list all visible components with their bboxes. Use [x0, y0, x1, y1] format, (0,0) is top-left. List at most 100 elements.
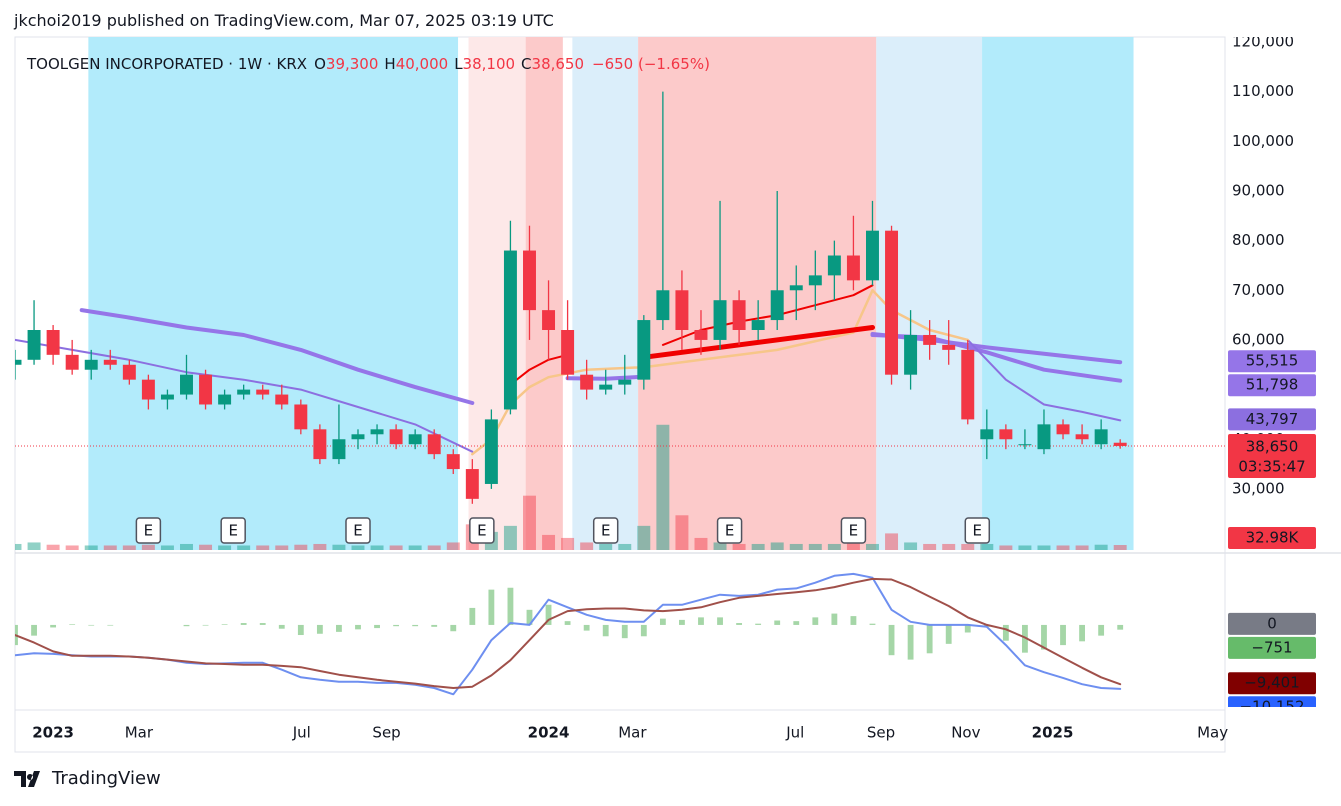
price-label: 51,798	[1246, 376, 1299, 394]
macd-histogram-bar	[679, 619, 685, 625]
macd-pane	[15, 572, 1124, 696]
candle-body	[789, 285, 803, 291]
candle-body	[503, 250, 517, 410]
candle-body	[84, 359, 98, 370]
volume-bar	[999, 545, 1013, 550]
volume-bar	[656, 424, 670, 550]
candle-body	[65, 354, 79, 370]
volume-bar	[561, 537, 575, 550]
x-tick-label: Mar	[125, 724, 154, 742]
candle-body	[904, 334, 918, 375]
volume-bar	[866, 543, 879, 550]
macd-histogram-bar	[1002, 624, 1009, 641]
x-tick-label: Mar	[618, 724, 647, 742]
macd-histogram-bar	[964, 624, 971, 633]
candle-body	[694, 330, 708, 340]
macd-histogram-bar	[621, 624, 628, 639]
volume-bar	[275, 545, 289, 550]
y-tick-label: 110,000	[1232, 82, 1294, 100]
volume-bar	[885, 533, 899, 550]
volume-bar	[370, 545, 384, 550]
candle-body	[1094, 429, 1108, 445]
macd-histogram-bar	[1060, 624, 1066, 646]
macd-histogram-bar	[945, 624, 952, 644]
candle-body	[751, 320, 765, 331]
candle-body	[656, 290, 670, 321]
macd-histogram-bar	[640, 624, 647, 637]
candle-body	[351, 434, 365, 440]
band	[88, 37, 459, 550]
volume-bar	[923, 543, 937, 550]
macd-histogram-bar	[50, 624, 57, 628]
signal-line	[15, 577, 1122, 689]
volume-bar	[1113, 545, 1127, 550]
macd-histogram-bar	[888, 624, 895, 656]
legend-key: O	[314, 55, 326, 73]
macd-histogram-bar	[88, 624, 95, 626]
volume-bar	[599, 543, 613, 550]
candle-body	[275, 394, 289, 405]
band	[572, 37, 639, 550]
earnings-marker	[220, 517, 246, 544]
earnings-marker	[716, 517, 743, 544]
macd-label-box	[1228, 672, 1316, 695]
earnings-label: E	[228, 522, 237, 540]
last-price-label: 38,650	[1246, 437, 1299, 455]
volume-bar	[751, 543, 765, 550]
macd-histogram-bar	[736, 623, 743, 625]
macd-histogram-bar	[869, 623, 876, 625]
x-tick-label: 2025	[1032, 724, 1074, 742]
price-label-box	[1228, 374, 1316, 397]
macd-histogram-bar	[545, 604, 552, 625]
candle-body	[580, 374, 594, 390]
macd-line	[15, 572, 1122, 696]
candle-body	[465, 469, 479, 499]
macd-histogram-bar	[564, 621, 571, 625]
candle-body	[332, 439, 346, 460]
band	[982, 37, 1134, 550]
last-price-label-box	[1228, 433, 1316, 478]
volume-bar	[351, 545, 365, 550]
macd-histogram-bar	[1022, 624, 1028, 653]
candle-body	[827, 255, 841, 276]
price-label: 43,797	[1246, 410, 1299, 428]
candle-body	[866, 230, 879, 281]
volume-bar	[160, 545, 174, 550]
earnings-label: E	[601, 522, 610, 540]
price-label: 55,515	[1246, 352, 1299, 370]
volume-bar	[408, 545, 422, 550]
volume-bar	[256, 545, 270, 550]
legend-key: L	[454, 55, 463, 73]
volume-bar	[770, 542, 784, 550]
candle-body	[1113, 442, 1127, 446]
candle-body	[637, 320, 651, 380]
y-tick-label: 60,000	[1232, 330, 1285, 348]
candle-body	[542, 310, 556, 331]
macd-histogram-bar	[240, 623, 247, 625]
price-axis: 30,00040,00050,00060,00070,00080,00090,0…	[1228, 37, 1316, 707]
macd-histogram-bar	[926, 624, 933, 654]
macd-histogram-bar	[583, 624, 590, 631]
volume-bar	[980, 543, 994, 550]
x-tick-label: 2023	[32, 724, 74, 742]
volume-bar	[789, 543, 803, 550]
candle-body	[484, 419, 498, 484]
macd-histogram-bar	[412, 624, 419, 627]
macd-histogram-bar	[107, 624, 114, 626]
volume-bar	[15, 543, 22, 550]
candle-body	[294, 404, 308, 430]
candle-body	[313, 429, 327, 460]
volume-bar	[389, 545, 403, 550]
macd-histogram-bar	[431, 624, 438, 627]
x-tick-label: Sep	[372, 724, 400, 742]
volume-bar	[141, 544, 155, 550]
candle-body	[1037, 424, 1051, 450]
earnings-marker	[469, 517, 495, 544]
macd-histogram-bar	[259, 623, 266, 625]
macd-histogram-bar	[1098, 624, 1105, 636]
candle-body	[46, 330, 60, 355]
macd-histogram-bar	[602, 624, 609, 637]
macd-histogram-bar	[755, 623, 762, 625]
candle-body	[256, 389, 270, 395]
